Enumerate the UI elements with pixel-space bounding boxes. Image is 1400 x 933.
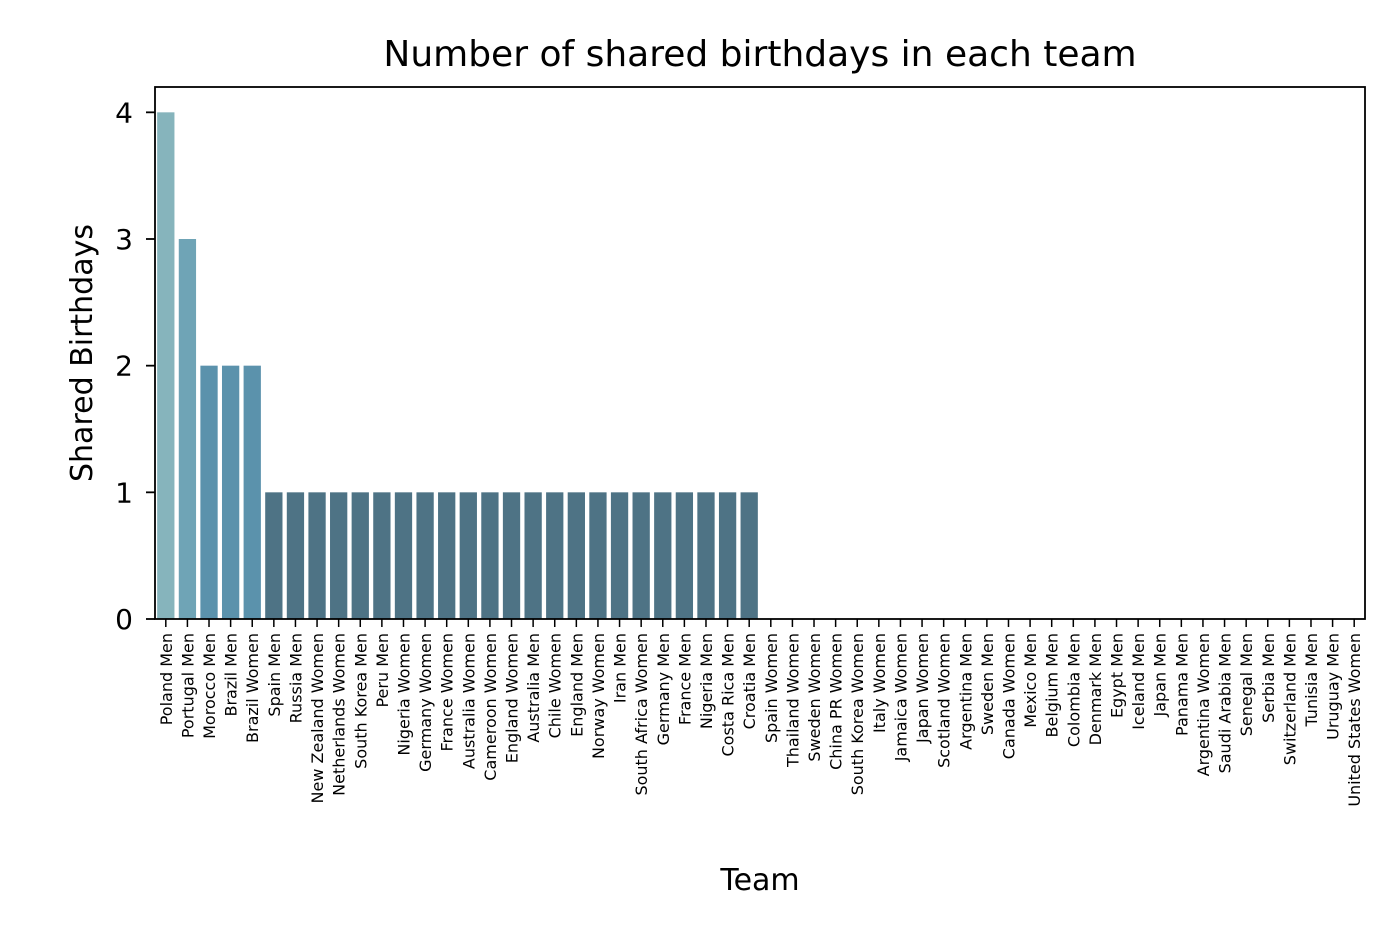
x-tick-label: Brazil Women: [243, 633, 262, 743]
x-tick-label: Chile Women: [546, 633, 565, 738]
bar: [394, 492, 413, 619]
x-tick-label: Saudi Arabia Men: [1216, 633, 1235, 773]
bar: [610, 492, 629, 619]
bar: [373, 492, 391, 619]
x-tick-label: Costa Rica Men: [719, 633, 738, 757]
bar: [416, 492, 434, 619]
x-tick-label: Uruguay Men: [1324, 633, 1343, 740]
y-axis-label: Shared Birthdays: [65, 224, 100, 482]
bars: [157, 112, 758, 619]
x-tick-label: Australia Women: [459, 633, 478, 769]
x-tick-label: Portugal Men: [178, 633, 197, 738]
x-tick-label: Egypt Men: [1108, 633, 1127, 718]
bar: [481, 492, 499, 619]
x-tick-label: France Men: [675, 633, 694, 725]
x-tick-label: Japan Men: [1151, 633, 1170, 718]
x-tick-label: Norway Women: [589, 633, 608, 759]
x-tick-label: Nigeria Men: [697, 633, 716, 729]
bar: [546, 492, 564, 619]
bar: [308, 492, 326, 619]
bar: [654, 492, 672, 619]
bar: [330, 492, 348, 619]
y-tick-label: 0: [115, 603, 133, 636]
y-tick-label: 2: [115, 350, 133, 383]
x-tick-label: Russia Men: [286, 633, 305, 723]
x-axis: Poland Men Portugal Men Morocco Men Brazil …: [157, 619, 1364, 807]
x-tick-label: Spain Men: [265, 633, 284, 717]
x-tick-label: Sweden Women: [805, 633, 824, 762]
x-tick-label: South Korea Men: [351, 633, 370, 769]
x-tick-label: Argentina Men: [956, 633, 975, 750]
x-tick-label: Japan Women: [913, 633, 932, 744]
bar: [178, 239, 197, 619]
bar: [221, 365, 240, 619]
bar: [589, 492, 607, 619]
x-tick-label: Germany Women: [416, 633, 435, 772]
x-tick-label: Colombia Men: [1064, 633, 1083, 747]
x-tick-label: New Zealand Women: [308, 633, 327, 803]
x-tick-label: France Women: [438, 633, 457, 752]
y-axis: 0 1 2 3 4: [115, 96, 155, 636]
x-tick-label: Tunisia Men: [1302, 633, 1321, 728]
y-tick-label: 3: [115, 223, 133, 256]
x-tick-label: Cameroon Women: [481, 633, 500, 781]
bar: [438, 492, 456, 619]
x-tick-label: England Women: [503, 633, 522, 763]
x-tick-label: Germany Men: [654, 633, 673, 745]
x-tick-label: Thailand Women: [783, 633, 802, 768]
x-tick-label: Croatia Men: [740, 633, 759, 729]
bar: [632, 492, 650, 619]
bar: [740, 492, 758, 619]
x-tick-label: Belgium Men: [1043, 633, 1062, 737]
bar: [459, 492, 477, 619]
x-axis-label: Team: [719, 863, 799, 898]
bar: [265, 492, 283, 619]
bar: [351, 492, 369, 619]
x-tick-label: Jamaica Women: [891, 633, 910, 762]
x-tick-label: Scotland Women: [935, 633, 954, 768]
x-tick-label: South Korea Women: [848, 633, 867, 795]
chart-title: Number of shared birthdays in each team: [383, 34, 1136, 75]
x-tick-label: Australia Men: [524, 633, 543, 743]
bar: [675, 492, 694, 619]
bar: [718, 492, 737, 619]
bar: [502, 492, 521, 619]
bar: [524, 492, 542, 619]
x-tick-label: Canada Women: [999, 633, 1018, 759]
x-tick-label: England Men: [567, 633, 586, 737]
x-tick-label: Netherlands Women: [330, 633, 349, 796]
bar: [567, 492, 585, 619]
x-tick-label: Mexico Men: [1021, 633, 1040, 728]
x-tick-label: Denmark Men: [1086, 633, 1105, 745]
x-tick-label: Serbia Men: [1259, 633, 1278, 723]
x-tick-label: South Africa Women: [632, 633, 651, 796]
y-tick-label: 1: [115, 476, 133, 509]
x-tick-label: United States Women: [1345, 633, 1364, 807]
x-tick-label: Brazil Men: [222, 633, 241, 717]
x-tick-label: Panama Men: [1172, 633, 1191, 736]
x-tick-label: Morocco Men: [200, 633, 219, 739]
x-tick-label: Argentina Women: [1194, 633, 1213, 776]
bar: [286, 492, 305, 619]
x-tick-label: Switzerland Men: [1280, 633, 1299, 765]
bar: [243, 365, 261, 619]
bar: [697, 492, 715, 619]
x-tick-label: Peru Men: [373, 633, 392, 708]
x-tick-label: Nigeria Women: [394, 633, 413, 756]
bar: [200, 365, 218, 619]
x-tick-label: Italy Women: [870, 633, 889, 733]
bar: [157, 112, 175, 619]
x-tick-label: Iceland Men: [1129, 633, 1148, 730]
x-tick-label: Iran Men: [611, 633, 630, 703]
plot-frame: [154, 86, 1366, 620]
x-tick-label: Senegal Men: [1237, 633, 1256, 736]
y-tick-label: 4: [115, 96, 133, 129]
x-tick-label: Sweden Men: [978, 633, 997, 735]
x-tick-label: Spain Women: [762, 633, 781, 743]
x-tick-label: China PR Women: [827, 633, 846, 770]
x-tick-label: Poland Men: [157, 633, 176, 725]
